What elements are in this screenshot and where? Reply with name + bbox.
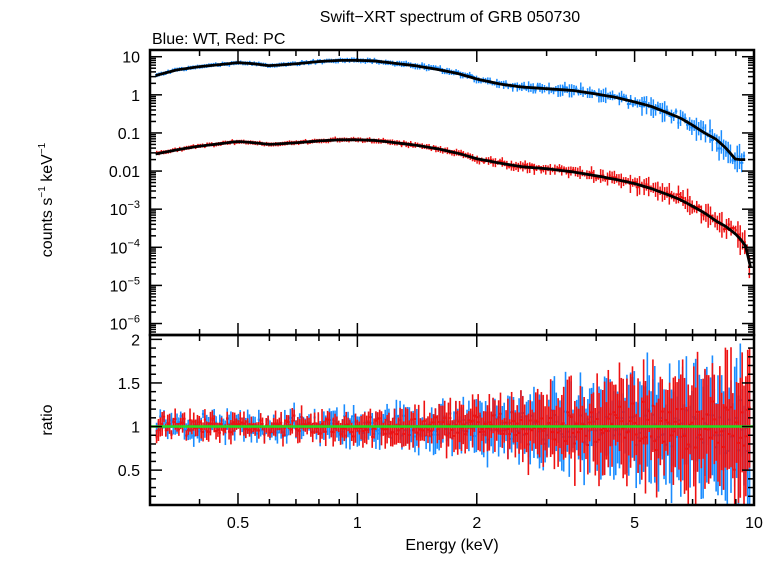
chart-subtitle: Blue: WT, Red: PC <box>152 31 285 48</box>
ratio-y-axis-label: ratio <box>39 404 56 435</box>
y-tick-label: 10−5 <box>110 275 140 295</box>
ratio-axis-ticks: 0.5 1 2 5 10 0.5 1 1.5 2 <box>118 332 763 532</box>
spectrum-data-layer <box>155 57 752 279</box>
y-tick-label-base: 0.1 <box>118 126 140 143</box>
spectrum-series-wt <box>155 57 746 173</box>
y-tick-label-base: 0.01 <box>109 164 140 181</box>
ylabel-part-1: counts s <box>39 198 56 258</box>
y-tick-label-exponent: −6 <box>127 314 140 326</box>
ylabel-part-4: −1 <box>37 142 48 154</box>
y-tick-label: 2 <box>131 332 140 349</box>
y-tick-label: 10−6 <box>110 314 140 334</box>
y-tick-label: 1 <box>131 420 140 437</box>
ylabel-part-3: keV <box>39 154 56 186</box>
ylabel-part-2: −1 <box>37 186 48 198</box>
y-tick-label-base: 10 <box>110 278 128 295</box>
y-tick-label: 1.5 <box>118 376 140 393</box>
y-tick-label-exponent: −4 <box>127 237 140 249</box>
y-tick-label: 10−3 <box>110 199 140 219</box>
model-curve-pc <box>155 138 752 268</box>
y-tick-label: 0.5 <box>118 463 140 480</box>
model-curve-wt <box>155 59 746 161</box>
y-tick-label-base: 10 <box>110 240 128 257</box>
chart-title: Swift−XRT spectrum of GRB 050730 <box>320 9 581 26</box>
x-tick-label: 1 <box>353 515 362 532</box>
y-tick-label: 1 <box>131 88 140 105</box>
x-axis-label: Energy (keV) <box>405 537 498 554</box>
y-tick-label-base: 10 <box>110 202 128 219</box>
y-tick-label-base: 10 <box>122 50 140 67</box>
ratio-panel-frame <box>148 333 756 507</box>
x-tick-label: 5 <box>630 515 639 532</box>
y-tick-label: 10−4 <box>110 237 140 257</box>
y-tick-label: 0.1 <box>118 126 140 143</box>
y-tick-label: 10 <box>122 50 140 67</box>
y-tick-label-base: 1 <box>131 88 140 105</box>
y-tick-label-exponent: −3 <box>127 199 140 211</box>
x-tick-label: 10 <box>745 515 763 532</box>
x-tick-label: 0.5 <box>227 515 249 532</box>
spectrum-series-pc <box>155 136 751 279</box>
y-tick-label-exponent: −5 <box>127 275 140 287</box>
ratio-data-layer <box>150 343 754 505</box>
y-tick-label-base: 10 <box>110 317 128 334</box>
x-tick-label: 2 <box>472 515 481 532</box>
y-tick-label: 0.01 <box>109 164 140 181</box>
spectrum-y-axis-label: counts s−1 keV−1 <box>37 142 56 257</box>
